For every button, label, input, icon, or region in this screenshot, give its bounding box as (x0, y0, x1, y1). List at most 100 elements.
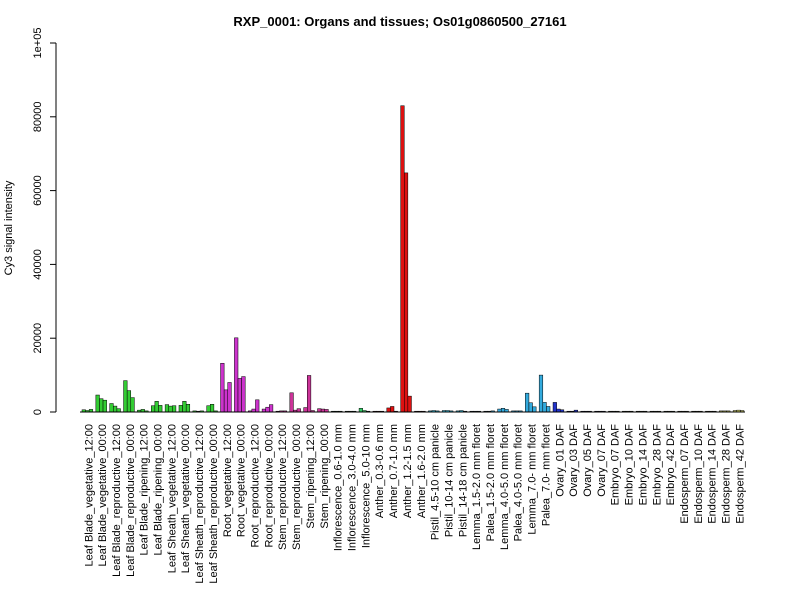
bar (358, 408, 363, 413)
x-axis-labels: Leaf Blade_vegetative_12:00 Leaf Blade_ve… (83, 424, 746, 584)
x-category-label: Leaf Blade_reproductive_12:00 (111, 424, 123, 577)
y-tick-label: 20000 (32, 323, 44, 354)
x-category-label: Inflorescence_5.0-10 mm (360, 424, 372, 548)
x-category-label: Leaf Blade_reproductive_00:00 (125, 424, 137, 577)
bar (172, 405, 177, 413)
x-category-label: Anther_0.7-1.0 mm (388, 424, 400, 518)
x-category-label: Inflorescence_3.0-4.0 mm (346, 424, 358, 551)
x-category-label: Pistil_14-18 cm panicle (457, 424, 469, 537)
x-category-label: Root_reproductive_00:00 (263, 424, 275, 548)
bar (237, 378, 242, 413)
x-category-label: Ovary_07 DAF (596, 424, 608, 497)
x-category-label: Palea_4.0-5.0 mm floret (513, 424, 525, 541)
bar (185, 404, 191, 413)
bar (255, 399, 260, 413)
y-tick-label: 40000 (32, 249, 44, 280)
bar (407, 395, 412, 413)
x-category-label: Stem_reproductive_00:00 (291, 424, 303, 550)
x-category-label: Lemma_4.0-5.0 mm floret (499, 424, 511, 550)
bar (227, 382, 232, 413)
y-axis: 0 20000 40000 60000 80000 1e+05 (32, 28, 57, 415)
x-category-label: Stem_ripening_00:00 (319, 424, 331, 529)
x-category-label: Embryo_10 DAF (624, 424, 636, 506)
x-category-label: Palea_1.5-2.0 mm floret (485, 424, 497, 541)
x-category-label: Embryo_14 DAF (637, 424, 649, 506)
x-category-label: Leaf Blade_ripening_12:00 (139, 424, 151, 556)
bar (113, 405, 118, 413)
bar (552, 402, 557, 413)
bar (307, 375, 312, 413)
bar (164, 404, 169, 413)
bar (546, 406, 551, 413)
bar (126, 390, 132, 413)
bar (303, 407, 308, 413)
bar (154, 401, 159, 413)
bar (289, 392, 294, 413)
x-category-label: Lemma_1.5-2.0 mm floret (471, 424, 483, 550)
bar (158, 405, 163, 413)
bar (182, 401, 187, 413)
bar (178, 405, 183, 413)
bar (500, 408, 506, 413)
y-tick-label: 80000 (32, 102, 44, 133)
y-tick-label: 1e+05 (32, 28, 44, 59)
bars (81, 105, 745, 413)
bar (130, 397, 135, 413)
x-category-label: Endosperm_14 DAF (707, 424, 719, 524)
bar (241, 376, 246, 413)
x-category-label: Endosperm_42 DAF (734, 424, 746, 524)
y-tick-label: 60000 (32, 175, 44, 206)
x-category-label: Pistil_4.5-10 cm panicle (430, 424, 442, 540)
bar (532, 406, 537, 413)
x-category-label: Embryo_28 DAF (651, 424, 663, 506)
bar (400, 105, 405, 413)
bar (223, 389, 228, 413)
x-category-label: Leaf Sheath_vegetative_12:00 (166, 424, 178, 573)
x-category-label: Ovary_01 DAF (554, 424, 566, 497)
bar (234, 337, 239, 413)
bar (390, 406, 395, 413)
x-category-label: Anther_1.6-2.0 mm (416, 424, 428, 518)
bar (542, 402, 547, 413)
bar (95, 394, 100, 413)
y-tick-label: 0 (32, 409, 44, 415)
x-category-label: Inflorescence_0.6-1.0 mm (333, 424, 345, 551)
x-category-label: Anther_1.2-1.5 mm (402, 424, 414, 518)
bar (538, 374, 544, 413)
x-category-label: Stem_ripening_12:00 (305, 424, 317, 529)
x-category-label: Leaf Sheath_reproductive_12:00 (194, 424, 206, 584)
bar (99, 398, 104, 413)
bar (528, 402, 533, 413)
chart-title: RXP_0001: Organs and tissues; Os01g08605… (233, 14, 566, 29)
bar (269, 404, 274, 413)
x-category-label: Stem_reproductive_12:00 (277, 424, 289, 550)
x-category-label: Leaf Blade_ripening_00:00 (153, 424, 165, 556)
x-category-label: Ovary_03 DAF (568, 424, 580, 497)
x-category-label: Lemma_7.0- mm floret (527, 424, 539, 535)
x-category-label: Root_vegetative_12:00 (222, 424, 234, 537)
bar (525, 392, 530, 413)
x-category-label: Embryo_07 DAF (610, 424, 622, 506)
y-axis-label: Cy3 signal intensity (3, 180, 15, 275)
x-category-label: Endosperm_07 DAF (679, 424, 691, 524)
bar (386, 407, 391, 413)
x-category-label: Leaf Blade_vegetative_12:00 (83, 424, 95, 567)
bar (265, 406, 270, 413)
x-category-label: Endosperm_28 DAF (721, 424, 733, 524)
x-category-label: Embryo_42 DAF (665, 424, 677, 506)
x-category-label: Root_vegetative_00:00 (236, 424, 248, 537)
x-category-label: Ovary_05 DAF (582, 424, 594, 497)
x-category-label: Leaf Sheath_vegetative_00:00 (180, 424, 192, 573)
bar (210, 404, 215, 413)
x-category-label: Anther_0.3-0.6 mm (374, 424, 386, 518)
x-category-label: Endosperm_10 DAF (693, 424, 705, 524)
x-category-label: Root_reproductive_12:00 (250, 424, 262, 548)
bar (102, 399, 107, 413)
x-category-label: Palea_7.0- mm floret (540, 424, 552, 526)
bar (151, 405, 156, 413)
bar (168, 405, 173, 413)
bar (123, 380, 128, 413)
x-category-label: Leaf Sheath_reproductive_00:00 (208, 424, 220, 584)
x-category-label: Pistil_10-14 cm panicle (443, 424, 455, 537)
